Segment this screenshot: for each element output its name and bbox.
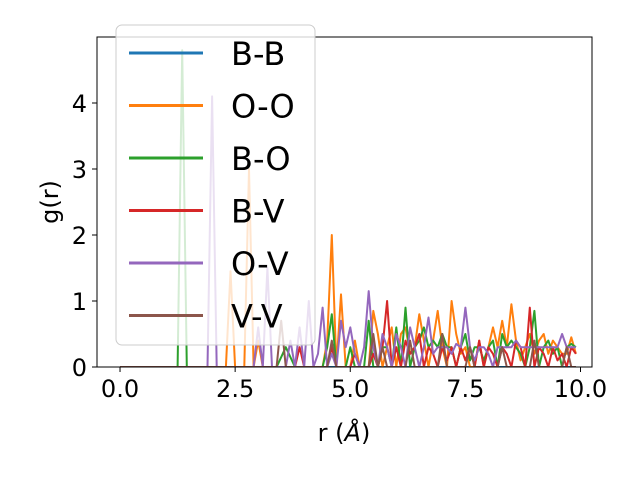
x-tick-label: 5.0	[331, 375, 369, 403]
legend-label-b-o: B-O	[231, 140, 291, 178]
legend-box	[115, 24, 316, 346]
series-line-v-v	[120, 319, 576, 367]
series-line-b-v	[120, 300, 577, 367]
y-tick-label: 3	[72, 156, 87, 184]
x-axis: 0.0 2.5 5.0 7.5 10.0	[101, 367, 607, 403]
y-axis-label: g(r)	[36, 180, 64, 224]
y-tick-label: 0	[72, 354, 87, 382]
y-axis: 0 1 2 3 4	[72, 90, 97, 382]
legend-label-b-v: B-V	[231, 193, 285, 231]
x-tick-label: 10.0	[554, 375, 607, 403]
x-tick-label: 2.5	[216, 375, 254, 403]
x-tick-label: 7.5	[446, 375, 484, 403]
y-tick-label: 2	[72, 222, 87, 250]
y-tick-label: 1	[72, 288, 87, 316]
series-line-b-o	[120, 49, 577, 367]
x-axis-label: r (Å)	[318, 418, 371, 447]
legend-label-v-v: V-V	[231, 298, 283, 336]
y-tick-label: 4	[72, 90, 87, 118]
legend: B-B O-O B-O B-V O-V V-V	[115, 24, 316, 346]
legend-label-b-b: B-B	[231, 35, 285, 73]
x-tick-label: 0.0	[101, 375, 139, 403]
legend-label-o-o: O-O	[231, 88, 295, 126]
legend-label-o-v: O-V	[231, 245, 289, 283]
plot-frame	[96, 36, 593, 368]
